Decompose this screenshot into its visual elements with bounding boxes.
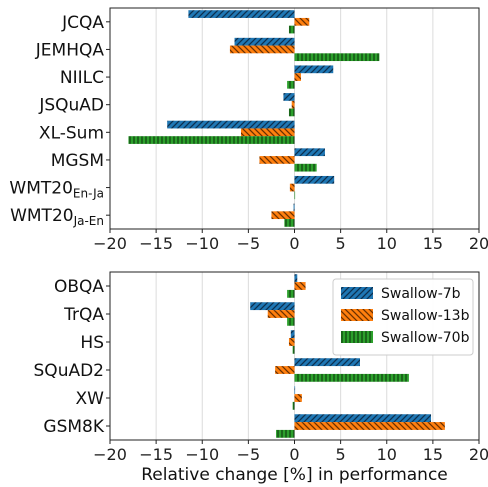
bar-swallow-13b-xl-sum — [240, 128, 295, 137]
bar-swallow-70b-trqa — [287, 317, 295, 326]
bar-swallow-70b-mgsm — [294, 163, 317, 172]
category-label: WMT20Ja-En — [10, 206, 104, 228]
legend-label-swallow-70b: Swallow-70b — [381, 330, 470, 346]
bar-swallow-70b-wmt20-ja-en — [284, 219, 295, 227]
category-label: XW — [76, 389, 105, 409]
x-tick-label: 20 — [469, 234, 488, 253]
x-tick-label: −10 — [185, 234, 219, 253]
bar-swallow-13b-niilc — [294, 73, 301, 81]
bar-swallow-13b-jemhqa — [229, 45, 295, 54]
bar-swallow-7b-xl-sum — [167, 120, 295, 129]
bar-swallow-13b-trqa — [267, 310, 295, 318]
x-tick-label: 10 — [377, 445, 397, 464]
x-tick-label: −5 — [237, 445, 261, 464]
x-tick-label: −20 — [93, 234, 127, 253]
bar-swallow-13b-wmt20-en-ja — [289, 183, 295, 192]
legend-swatch-swallow-70b — [341, 331, 373, 343]
bar-swallow-13b-squad2 — [275, 366, 295, 374]
legend-label-swallow-7b: Swallow-7b — [381, 286, 461, 302]
bar-swallow-13b-jsquad — [291, 100, 295, 109]
bar-swallow-70b-jcqa — [288, 25, 295, 34]
legend-label-swallow-13b: Swallow-13b — [381, 308, 470, 324]
bar-swallow-13b-gsm8k — [294, 422, 445, 430]
panel-2: −20 −15 −10 −5 0 5 10 15 20 OBQA TrQA HS SQuAD2 XW GSM… — [34, 271, 488, 485]
category-label: GSM8K — [43, 417, 104, 437]
bar-swallow-7b-jemhqa — [234, 37, 295, 46]
bar-swallow-7b-obqa — [294, 274, 298, 283]
bar-swallow-70b-obqa — [287, 289, 295, 298]
category-label: SQuAD2 — [34, 361, 104, 381]
x-tick-label: 0 — [289, 234, 299, 253]
x-tick-label: −15 — [139, 234, 173, 253]
bar-swallow-13b-hs — [288, 338, 295, 346]
plot-frame — [109, 271, 480, 441]
bar-swallow-7b-jsquad — [283, 93, 295, 101]
bar-swallow-7b-niilc — [294, 65, 334, 74]
x-tick-label: 0 — [289, 445, 299, 464]
bar-swallow-70b-gsm8k — [276, 429, 295, 438]
category-label: JSQuAD — [38, 96, 104, 116]
bar-swallow-70b-squad2 — [294, 373, 409, 382]
category-label: MGSM — [51, 151, 104, 171]
bar-swallow-70b-jemhqa — [294, 53, 380, 62]
category-label: WMT20En-Ja — [9, 179, 104, 201]
bar-swallow-7b-wmt20-ja-en — [293, 203, 295, 212]
bar-swallow-13b-jcqa — [294, 17, 310, 26]
bar-swallow-70b-xw — [292, 401, 295, 410]
legend-swatch-swallow-7b — [341, 287, 373, 299]
category-label: NIILC — [60, 68, 104, 88]
x-tick-label: −5 — [237, 234, 261, 253]
bar-swallow-70b-niilc — [287, 80, 295, 89]
category-label: JCQA — [61, 13, 104, 33]
bar-swallow-13b-obqa — [294, 282, 306, 290]
bar-swallow-13b-mgsm — [259, 156, 295, 164]
legend: Swallow-7b Swallow-13b Swallow-70b — [332, 278, 474, 356]
bar-swallow-70b-hs — [292, 345, 295, 354]
bar-swallow-7b-squad2 — [294, 358, 360, 367]
bar-swallow-70b-jsquad — [288, 108, 295, 117]
bar-swallow-7b-hs — [290, 330, 295, 339]
x-tick-label: 20 — [469, 445, 488, 464]
x-tick-label: −10 — [185, 445, 219, 464]
category-label: HS — [80, 333, 104, 353]
panel-1: −20 −15 −10 −5 0 5 10 15 20 JCQA JEMHQA NIILC JSQuAD… — [9, 7, 488, 253]
x-tick-label: 15 — [423, 234, 443, 253]
bar-swallow-7b-jcqa — [188, 10, 295, 18]
bar-swallow-7b-trqa — [250, 302, 295, 311]
bar-swallow-7b-xw — [294, 386, 296, 395]
bar-swallow-13b-wmt20-ja-en — [271, 211, 295, 220]
x-tick-label: −20 — [93, 445, 127, 464]
x-tick-label: −15 — [139, 445, 173, 464]
x-axis-title: Relative change [%] in performance — [141, 465, 448, 485]
bar-swallow-7b-mgsm — [294, 148, 325, 157]
bar-swallow-7b-gsm8k — [294, 414, 432, 423]
legend-swatch-swallow-13b — [341, 309, 373, 321]
category-label: JEMHQA — [35, 40, 105, 60]
bar-swallow-13b-xw — [294, 394, 302, 402]
plot-frame — [109, 7, 480, 230]
x-tick-label: 5 — [336, 445, 346, 464]
x-tick-label: 5 — [336, 234, 346, 253]
bar-swallow-7b-wmt20-en-ja — [294, 175, 335, 184]
category-label: XL-Sum — [39, 123, 104, 143]
x-tick-label: 15 — [423, 445, 443, 464]
bar-swallow-70b-wmt20-en-ja — [294, 191, 296, 200]
x-tick-label: 10 — [377, 234, 397, 253]
category-label: OBQA — [54, 277, 104, 297]
bar-swallow-70b-xl-sum — [128, 136, 295, 144]
category-label: TrQA — [63, 305, 104, 325]
